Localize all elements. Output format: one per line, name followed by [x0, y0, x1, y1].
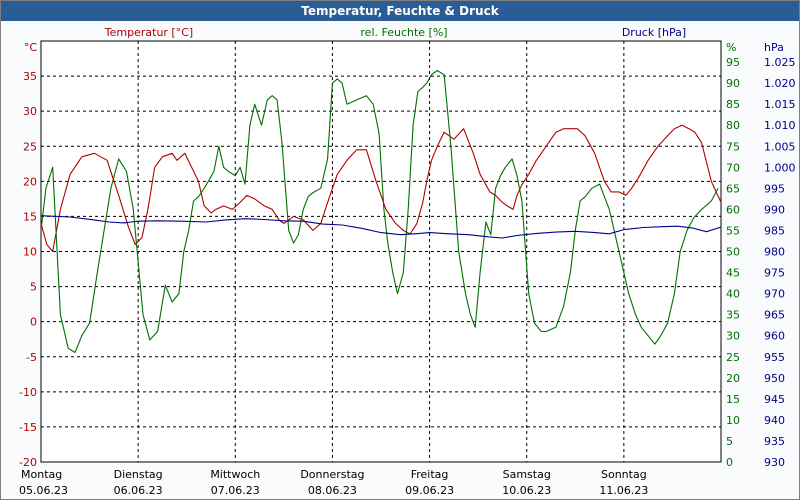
pressure-tick-label: 1.005 [764, 140, 796, 153]
day-name-label: Dienstag [114, 468, 163, 481]
temperature-tick-label: 15 [23, 210, 37, 223]
pressure-tick-label: 985 [764, 224, 785, 237]
humidity-tick-label: 45 [726, 267, 740, 280]
humidity-tick-label: 60 [726, 203, 740, 216]
humidity-tick-label: 55 [726, 224, 740, 237]
day-name-label: Donnerstag [300, 468, 364, 481]
pressure-tick-label: 980 [764, 246, 785, 259]
pressure-tick-label: 940 [764, 414, 785, 427]
pressure-tick-label: 1.000 [764, 161, 796, 174]
temperature-tick-label: 30 [23, 105, 37, 118]
pressure-tick-label: 970 [764, 288, 785, 301]
humidity-tick-label: 0 [726, 456, 733, 469]
day-name-label: Samstag [503, 468, 551, 481]
temperature-unit-label: °C [24, 41, 38, 54]
humidity-tick-label: 25 [726, 351, 740, 364]
temperature-tick-label: 20 [23, 175, 37, 188]
pressure-tick-label: 995 [764, 182, 785, 195]
pressure-tick-label: 1.020 [764, 77, 796, 90]
temperature-tick-label: 0 [30, 316, 37, 329]
day-name-label: Mittwoch [210, 468, 260, 481]
weather-chart: °C% hPa Temperatur [°C] rel. Feuchte [%] Dru… [19, 26, 796, 497]
day-date-label: 05.06.23 [19, 484, 68, 497]
pressure-tick-label: 975 [764, 267, 785, 280]
pressure-tick-label: 965 [764, 309, 785, 322]
day-date-label: 07.06.23 [211, 484, 260, 497]
pressure-tick-label: 1.025 [764, 56, 796, 69]
legend-humidity: rel. Feuchte [%] [360, 26, 447, 39]
pressure-tick-label: 935 [764, 435, 785, 448]
humidity-tick-label: 50 [726, 246, 740, 259]
pressure-tick-label: 930 [764, 456, 785, 469]
humidity-tick-label: 85 [726, 98, 740, 111]
humidity-tick-label: 20 [726, 372, 740, 385]
temperature-tick-label: -20 [19, 456, 37, 469]
pressure-tick-label: 950 [764, 372, 785, 385]
day-name-label: Freitag [411, 468, 449, 481]
humidity-tick-label: 95 [726, 56, 740, 69]
legend-pressure: Druck [hPa] [622, 26, 686, 39]
temperature-tick-label: 25 [23, 140, 37, 153]
temperature-tick-label: -15 [19, 421, 37, 434]
humidity-tick-label: 70 [726, 161, 740, 174]
pressure-tick-label: 955 [764, 351, 785, 364]
pressure-tick-label: 960 [764, 330, 785, 343]
humidity-tick-label: 65 [726, 182, 740, 195]
humidity-tick-label: 30 [726, 330, 740, 343]
pressure-unit-label: hPa [764, 41, 784, 54]
humidity-unit-label: % [726, 41, 736, 54]
temperature-tick-label: -10 [19, 386, 37, 399]
humidity-tick-label: 5 [726, 435, 733, 448]
chart-title: Temperatur, Feuchte & Druck [1, 1, 799, 21]
pressure-line [40, 215, 722, 239]
humidity-line [40, 69, 719, 354]
temperature-tick-label: 10 [23, 246, 37, 259]
temperature-tick-label: -5 [26, 351, 37, 364]
legend-temperature: Temperatur [°C] [104, 26, 193, 39]
day-date-label: 06.06.23 [114, 484, 163, 497]
temperature-line [40, 124, 722, 253]
pressure-tick-label: 945 [764, 393, 785, 406]
humidity-tick-label: 75 [726, 140, 740, 153]
humidity-tick-label: 40 [726, 288, 740, 301]
humidity-tick-label: 80 [726, 119, 740, 132]
pressure-tick-label: 1.010 [764, 119, 796, 132]
pressure-tick-label: 1.015 [764, 98, 796, 111]
humidity-tick-label: 35 [726, 309, 740, 322]
humidity-tick-label: 90 [726, 77, 740, 90]
day-name-label: Sonntag [601, 468, 647, 481]
pressure-tick-label: 990 [764, 203, 785, 216]
humidity-tick-label: 10 [726, 414, 740, 427]
day-name-label: Montag [21, 468, 62, 481]
humidity-tick-label: 15 [726, 393, 740, 406]
day-date-label: 08.06.23 [308, 484, 357, 497]
day-date-label: 09.06.23 [405, 484, 454, 497]
temperature-tick-label: 35 [23, 70, 37, 83]
day-date-label: 11.06.23 [599, 484, 648, 497]
plot-border [40, 40, 722, 463]
day-date-label: 10.06.23 [502, 484, 551, 497]
temperature-tick-label: 5 [30, 281, 37, 294]
